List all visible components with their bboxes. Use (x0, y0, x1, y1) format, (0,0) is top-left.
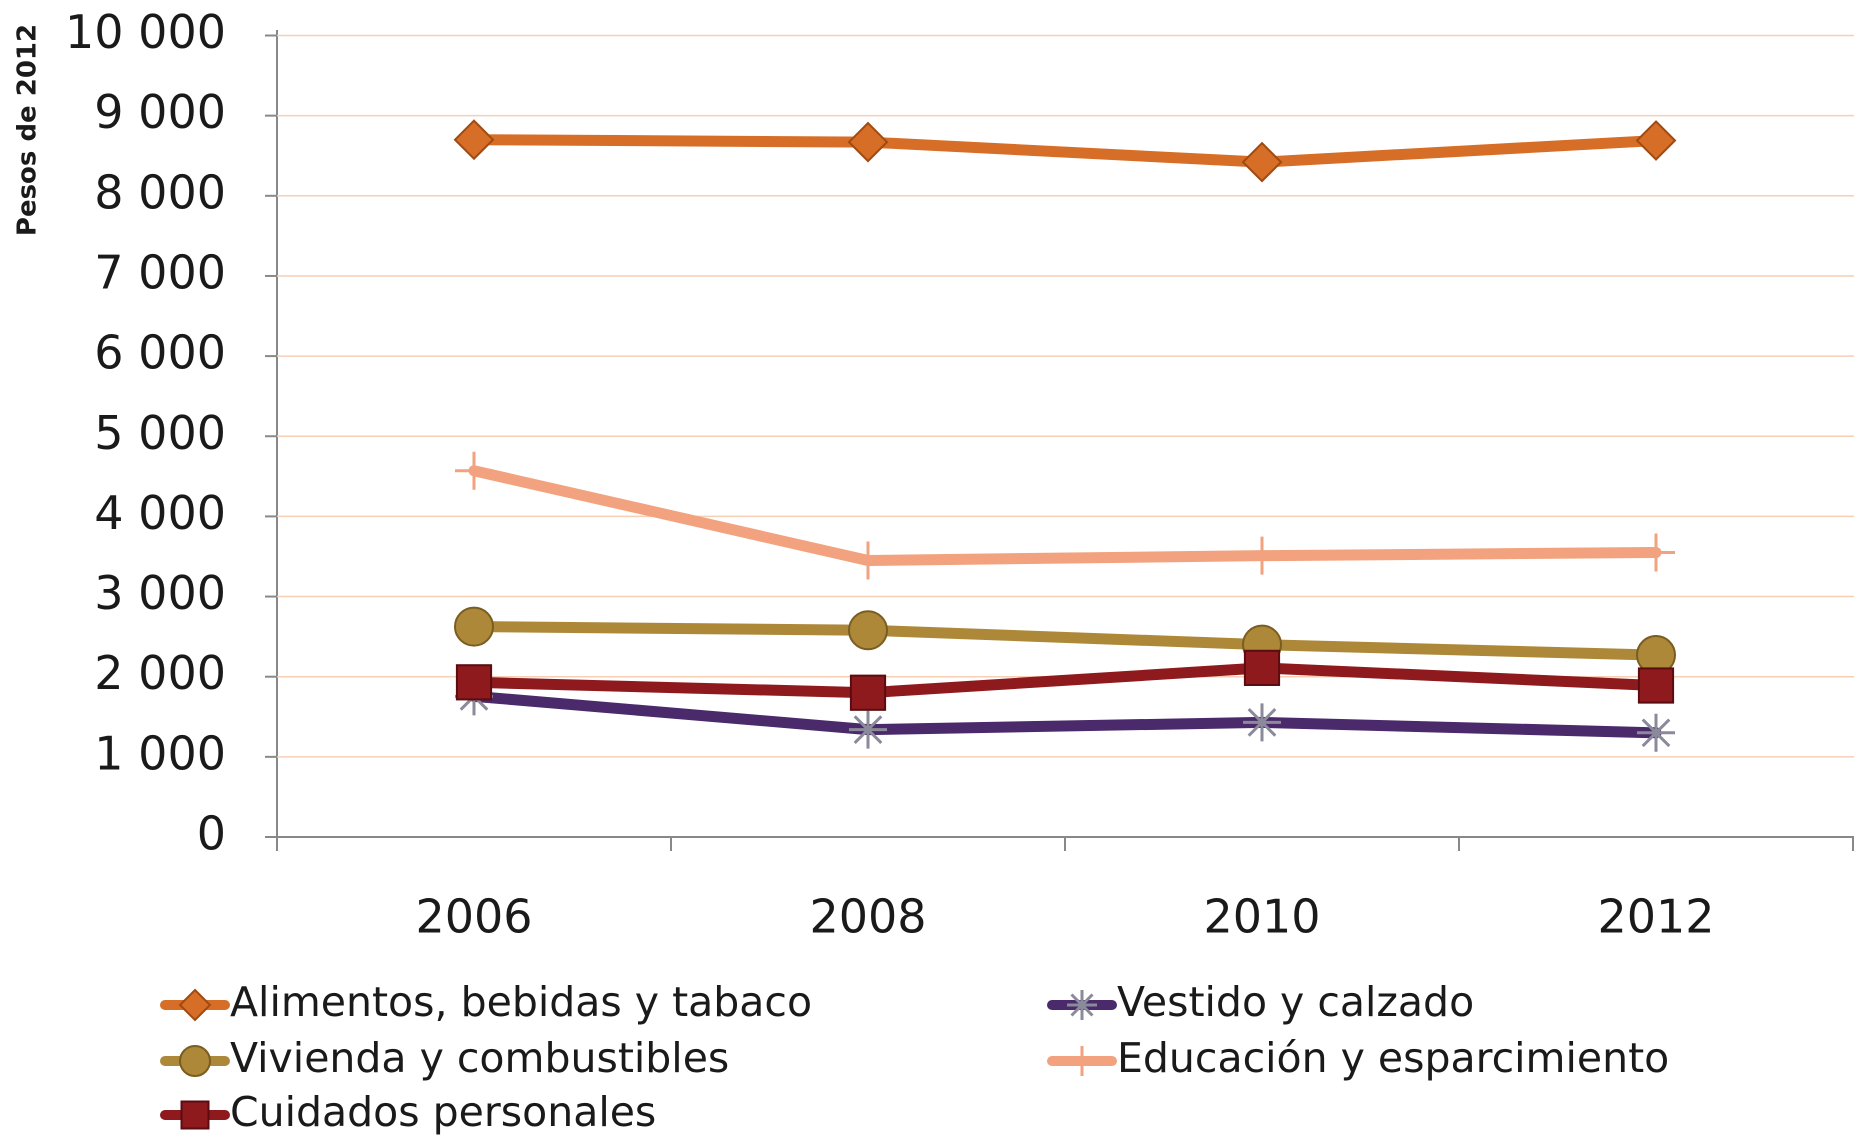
marker (1637, 533, 1675, 572)
marker (1067, 1046, 1097, 1076)
marker-shape (849, 541, 887, 580)
marker (179, 1045, 211, 1077)
marker (1067, 990, 1097, 1020)
marker-shape (849, 674, 887, 711)
marker-shape (1637, 713, 1675, 752)
marker-shape (1067, 1046, 1097, 1076)
y-tick-label: 0 (197, 807, 226, 861)
marker-shape (1243, 703, 1281, 742)
marker (847, 121, 889, 163)
y-tick-label: 6 000 (94, 326, 226, 380)
marker (454, 606, 494, 647)
marker (848, 610, 888, 651)
marker (455, 451, 493, 490)
marker (455, 664, 493, 701)
marker-shape (179, 1045, 211, 1077)
y-axis-label: Pesos de 2012 (13, 24, 43, 236)
marker (1637, 713, 1675, 752)
marker-shape (1241, 141, 1283, 183)
legend-label: Alimentos, bebidas y tabaco (230, 978, 812, 1026)
marker (178, 988, 212, 1022)
marker (180, 1100, 210, 1130)
marker (849, 710, 887, 749)
marker (1635, 120, 1677, 161)
x-tick-label: 2010 (1203, 890, 1320, 944)
legend-label: Cuidados personales (230, 1088, 656, 1136)
y-tick-label: 3 000 (94, 566, 226, 620)
marker-shape (1637, 533, 1675, 572)
marker-shape (1067, 990, 1097, 1020)
legend-label: Educación y esparcimiento (1117, 1034, 1669, 1082)
marker-shape (1243, 649, 1281, 686)
series-line (468, 465, 1662, 566)
marker-shape (847, 121, 889, 163)
marker (849, 541, 887, 580)
y-tick-label: 4 000 (94, 486, 226, 540)
series-line (468, 690, 1662, 739)
marker (1637, 667, 1675, 704)
marker-shape (178, 988, 212, 1022)
legend-label: Vivienda y combustibles (230, 1034, 729, 1082)
marker-shape (454, 606, 494, 647)
marker-shape (1243, 536, 1281, 575)
marker-shape (455, 664, 493, 701)
series-line (468, 662, 1662, 699)
marker-shape (455, 451, 493, 490)
marker (1243, 649, 1281, 686)
x-tick-label: 2008 (809, 890, 926, 944)
y-tick-label: 2 000 (94, 646, 226, 700)
x-tick-label: 2006 (415, 890, 532, 944)
y-tick-label: 8 000 (94, 165, 226, 219)
marker-shape (180, 1100, 210, 1130)
y-tick-label: 5 000 (94, 406, 226, 460)
y-tick-label: 9 000 (94, 85, 226, 139)
marker (849, 674, 887, 711)
y-tick-label: 1 000 (94, 726, 226, 780)
marker-shape (1637, 667, 1675, 704)
marker-shape (849, 710, 887, 749)
marker-shape (453, 119, 495, 161)
legend-label: Vestido y calzado (1117, 978, 1474, 1026)
y-tick-label: 7 000 (94, 245, 226, 299)
marker (1241, 141, 1283, 183)
x-tick-label: 2012 (1597, 890, 1714, 944)
y-tick-label: 10 000 (65, 5, 226, 59)
series-line (468, 134, 1662, 168)
marker (1243, 536, 1281, 575)
marker (453, 119, 495, 161)
marker-shape (1635, 120, 1677, 161)
marker (1243, 703, 1281, 742)
series-line (468, 621, 1662, 661)
marker-shape (848, 610, 888, 651)
